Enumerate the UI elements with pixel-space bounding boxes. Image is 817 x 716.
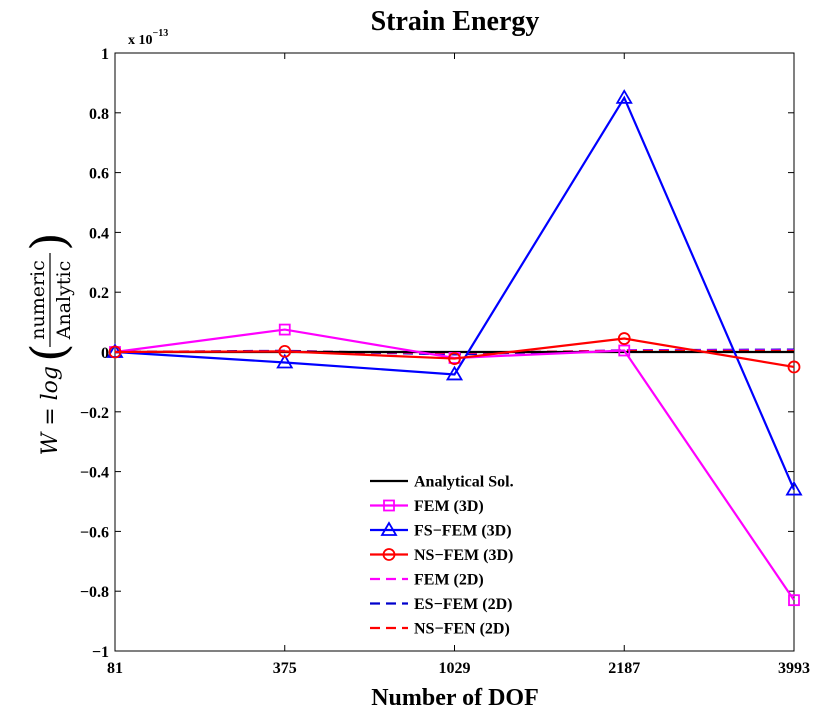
data-point-fem-3d (618, 344, 631, 357)
data-point-fem-3d (788, 594, 800, 607)
y-tick-label: 0.6 (89, 166, 109, 183)
y-axis-label-left-paren: ( (21, 343, 77, 362)
data-point-fs-fem-3d (445, 365, 464, 381)
x-tick-label: 375 (273, 660, 297, 677)
x-tick-label: 3993 (778, 660, 810, 677)
x-tick-label: 1029 (439, 660, 471, 677)
y-axis-label: W = log ( numeric Analytic ) (21, 232, 77, 455)
y-multiplier: x 10−13 (128, 28, 168, 48)
data-point-ns-fem-3d (108, 345, 122, 359)
y-multiplier-exponent: −13 (153, 28, 169, 39)
y-tick-label: −0.8 (80, 584, 109, 601)
legend-label: ES−FEM (2D) (414, 596, 512, 613)
y-tick-label: 0 (101, 345, 109, 362)
data-point-ns-fem-3d (617, 332, 631, 345)
chart-title: Strain Energy (371, 6, 540, 37)
legend-label: NS−FEM (3D) (414, 547, 513, 564)
y-tick-label: 0.4 (89, 225, 109, 242)
data-point-fem-3d (278, 323, 291, 336)
y-tick-label: −0.2 (80, 405, 109, 422)
x-tick-label: 2187 (608, 660, 640, 677)
y-tick-label: 1 (101, 46, 109, 63)
data-point-fs-fem-3d (615, 89, 633, 104)
y-axis-label-lhs: W = log (38, 366, 63, 455)
series-layer (106, 89, 803, 607)
legend-marker-fs-fem-3d (380, 521, 398, 536)
y-axis-label-right-paren: ) (21, 232, 77, 251)
y-axis-ticks: −1 −0.8 −0.6 −0.4 −0.2 0 0.2 0.4 0.6 0.8 1 (80, 46, 794, 661)
legend-label: FS−FEM (3D) (414, 523, 512, 540)
series-line-fs-fem-3d (114, 95, 796, 490)
y-axis-label-denominator: Analytic (53, 261, 75, 340)
legend-label: FEM (3D) (414, 498, 484, 515)
y-tick-label: 0.2 (89, 285, 109, 302)
data-point-ns-fem-3d (278, 345, 292, 358)
y-tick-label: −0.6 (80, 524, 109, 541)
legend-marker-fem-3d (383, 499, 395, 512)
data-point-ns-fem-3d (787, 360, 801, 374)
y-multiplier-base: x 10 (128, 33, 153, 48)
x-tick-label: 81 (107, 660, 123, 677)
data-point-fs-fem-3d (276, 353, 294, 369)
legend-label: FEM (2D) (414, 572, 484, 589)
y-axis-label-numerator: numeric (27, 260, 49, 340)
x-axis-ticks: 81 375 1029 2187 3993 (107, 53, 810, 677)
legend-marker-ns-fem-3d (382, 548, 396, 561)
legend: Analytical Sol. FEM (3D) FS−FEM (3D) NS−FEM… (370, 474, 514, 638)
x-axis-label: Number of DOF (371, 685, 539, 711)
data-point-ns-fem-3d (448, 352, 461, 365)
y-tick-label: 0.8 (89, 106, 109, 123)
legend-label: Analytical Sol. (414, 474, 514, 491)
series-line-ns-fem-3d (114, 337, 795, 369)
y-tick-label: −0.4 (80, 465, 109, 482)
data-point-fs-fem-3d (785, 480, 803, 496)
y-tick-label: −1 (92, 644, 109, 661)
legend-label: NS−FEN (2D) (414, 621, 510, 638)
